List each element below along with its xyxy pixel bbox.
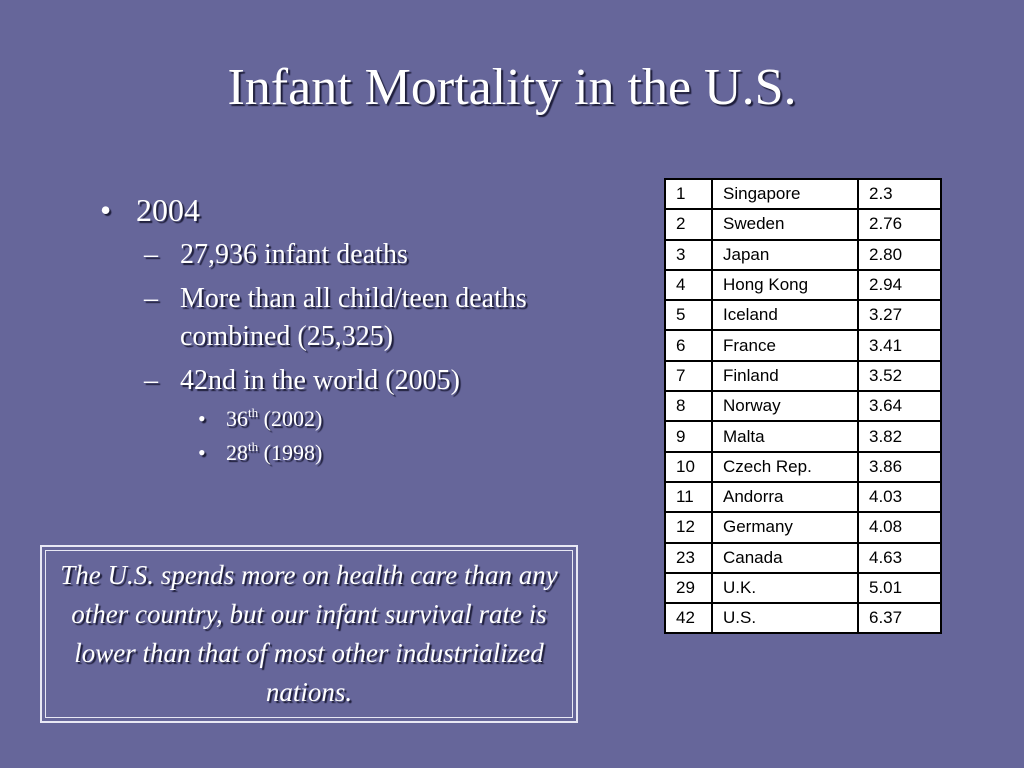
country-cell: Sweden (711, 208, 859, 241)
rank-cell: 10 (664, 450, 713, 483)
rank-cell: 2 (664, 208, 713, 241)
sub-bullet-deaths: – 27,936 infant deaths (100, 236, 570, 274)
rank-cell: 12 (664, 511, 713, 544)
table-row: 7 Finland 3.52 (664, 359, 942, 393)
table-row: 29 U.K. 5.01 (664, 571, 942, 605)
table-row: 42 U.S. 6.37 (664, 602, 942, 635)
ranking-table-body: 1 Singapore 2.3 2 Sweden 2.76 3 Japan 2.80 4 Hong … (664, 177, 942, 635)
rank-cell: 9 (664, 420, 713, 453)
rank-cell: 29 (664, 571, 713, 605)
table-row: 4 Hong Kong 2.94 (664, 268, 942, 302)
rate-cell: 4.63 (857, 541, 942, 574)
table-row: 6 France 3.41 (664, 329, 942, 362)
bullet-year-text: 2004 (136, 192, 200, 228)
rate-cell: 5.01 (857, 571, 942, 605)
country-cell: Andorra (711, 480, 859, 514)
rank-1998: • 28th (1998) (100, 438, 570, 468)
bullet-dot-icon: • (198, 406, 206, 431)
rank-year: (1998) (263, 440, 323, 465)
rate-cell: 3.52 (857, 359, 942, 393)
country-cell: Hong Kong (711, 268, 859, 302)
table-row: 23 Canada 4.63 (664, 541, 942, 574)
table-row: 11 Andorra 4.03 (664, 480, 942, 514)
dash-icon: – (144, 239, 158, 270)
table-row: 9 Malta 3.82 (664, 420, 942, 453)
country-cell: Iceland (711, 299, 859, 332)
rank-suffix: th (248, 439, 259, 454)
country-cell: Czech Rep. (711, 450, 859, 483)
rank-2002: • 36th (2002) (100, 404, 570, 434)
sub-bullet-world-rank: – 42nd in the world (2005) (100, 362, 570, 400)
country-cell: Singapore (711, 177, 859, 211)
table-row: 8 Norway 3.64 (664, 390, 942, 423)
sub-bullet-text: More than all child/teen deaths combined… (180, 283, 527, 352)
rank-cell: 3 (664, 238, 713, 271)
ranking-table-container: 1 Singapore 2.3 2 Sweden 2.76 3 Japan 2.80 4 Hong … (664, 177, 942, 635)
table-row: 10 Czech Rep. 3.86 (664, 450, 942, 483)
country-cell: U.K. (711, 571, 859, 605)
callout-text: The U.S. spends more on health care than… (45, 550, 573, 718)
rank-year: (2002) (263, 406, 323, 431)
bullet-dot-icon: • (198, 440, 206, 465)
rank-number: 36 (226, 406, 248, 431)
bullet-dot-icon: • (100, 192, 112, 228)
rank-cell: 1 (664, 177, 713, 211)
country-cell: Canada (711, 541, 859, 574)
sub-bullet-comparison: – More than all child/teen deaths combin… (100, 280, 570, 356)
rank-number: 28 (226, 440, 248, 465)
rate-cell: 2.76 (857, 208, 942, 241)
table-row: 12 Germany 4.08 (664, 511, 942, 544)
dash-icon: – (144, 283, 158, 314)
rank-cell: 42 (664, 602, 713, 635)
rate-cell: 2.94 (857, 268, 942, 302)
rank-cell: 6 (664, 329, 713, 362)
rank-cell: 5 (664, 299, 713, 332)
rank-cell: 11 (664, 480, 713, 514)
table-row: 2 Sweden 2.76 (664, 208, 942, 241)
rate-cell: 6.37 (857, 602, 942, 635)
callout-box: The U.S. spends more on health care than… (40, 545, 578, 723)
country-cell: Japan (711, 238, 859, 271)
bullet-list: • 2004 – 27,936 infant deaths – More tha… (100, 190, 570, 468)
rate-cell: 3.86 (857, 450, 942, 483)
rate-cell: 3.82 (857, 420, 942, 453)
rate-cell: 4.03 (857, 480, 942, 514)
rate-cell: 3.64 (857, 390, 942, 423)
country-cell: Norway (711, 390, 859, 423)
country-cell: Finland (711, 359, 859, 393)
bullet-year: • 2004 (100, 190, 570, 230)
country-cell: France (711, 329, 859, 362)
table-row: 1 Singapore 2.3 (664, 177, 942, 211)
slide-title: Infant Mortality in the U.S. (227, 59, 797, 116)
rate-cell: 2.80 (857, 238, 942, 271)
rate-cell: 2.3 (857, 177, 942, 211)
country-cell: Malta (711, 420, 859, 453)
sub-bullet-text: 27,936 infant deaths (180, 239, 408, 270)
sub-bullet-text: 42nd in the world (2005) (180, 365, 460, 396)
rate-cell: 3.41 (857, 329, 942, 362)
rank-cell: 23 (664, 541, 713, 574)
table-row: 5 Iceland 3.27 (664, 299, 942, 332)
rank-cell: 8 (664, 390, 713, 423)
dash-icon: – (144, 365, 158, 396)
rate-cell: 3.27 (857, 299, 942, 332)
country-cell: U.S. (711, 602, 859, 635)
rank-cell: 4 (664, 268, 713, 302)
rank-cell: 7 (664, 359, 713, 393)
rate-cell: 4.08 (857, 511, 942, 544)
rank-suffix: th (248, 405, 259, 420)
table-row: 3 Japan 2.80 (664, 238, 942, 271)
country-cell: Germany (711, 511, 859, 544)
ranking-table: 1 Singapore 2.3 2 Sweden 2.76 3 Japan 2.80 4 Hong … (664, 177, 942, 635)
